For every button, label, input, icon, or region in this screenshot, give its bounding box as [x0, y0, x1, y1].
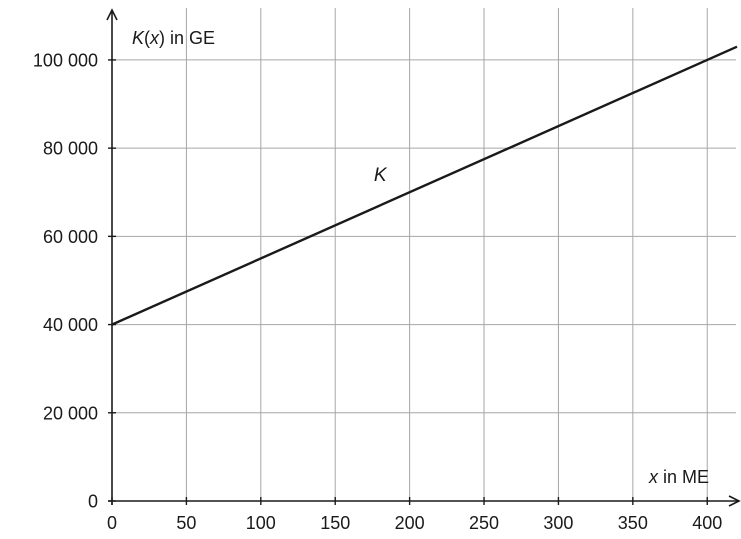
tick-labels: 0 50 100 150 200 250 300 350 400 0 20 000 40 000 60 … — [33, 50, 722, 533]
y-axis-title-fn: K — [132, 28, 145, 48]
x-tick-label: 150 — [320, 513, 350, 533]
x-axis-arrowhead — [728, 495, 741, 507]
x-tick-label: 400 — [692, 513, 722, 533]
x-tick-label: 100 — [246, 513, 276, 533]
series-group — [111, 45, 738, 326]
y-tick-label: 40 000 — [43, 315, 98, 335]
annotations: K — [374, 165, 388, 186]
curve-label-k: K — [374, 165, 388, 186]
x-tick-label: 250 — [469, 513, 499, 533]
y-tick-label: 80 000 — [43, 139, 98, 159]
series-line-k — [111, 45, 738, 326]
y-axis-title-close: ) — [159, 28, 165, 48]
x-axis-title-var: x — [648, 467, 659, 487]
y-tick-label: 60 000 — [43, 227, 98, 247]
x-axis-title: x in ME — [648, 467, 709, 487]
x-tick-label: 200 — [395, 513, 425, 533]
y-axis-title: K(x) in GE — [132, 28, 215, 48]
y-axis-title-open: ( — [144, 28, 150, 48]
x-tick-label: 300 — [543, 513, 573, 533]
axes — [106, 8, 741, 507]
y-tick-label: 0 — [88, 492, 98, 512]
x-axis-title-rest: in ME — [658, 467, 709, 487]
grid-lines — [112, 8, 736, 501]
y-tick-label: 20 000 — [43, 403, 98, 423]
y-axis-title-var: x — [149, 28, 160, 48]
x-tick-label: 50 — [176, 513, 196, 533]
axis-ticks — [108, 59, 708, 505]
y-axis-arrowhead — [106, 8, 118, 21]
x-tick-label: 350 — [618, 513, 648, 533]
y-tick-label: 100 000 — [33, 50, 98, 70]
y-axis-title-rest: in GE — [165, 28, 215, 48]
x-tick-label: 0 — [107, 513, 117, 533]
